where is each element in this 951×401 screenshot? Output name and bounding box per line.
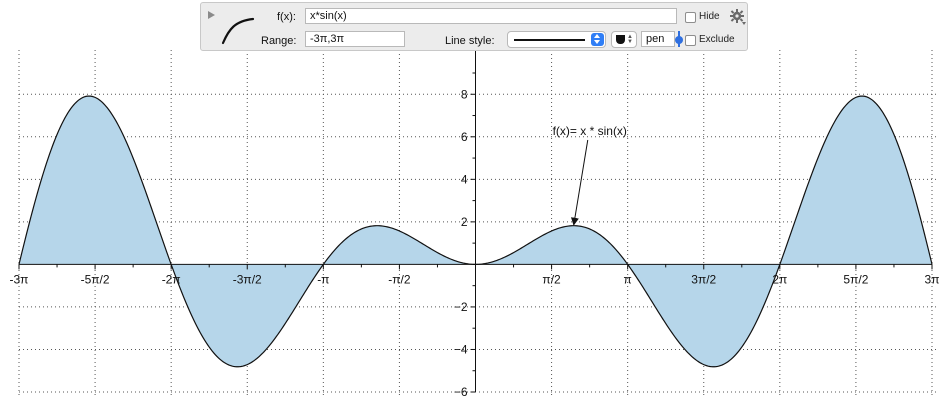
line-style-select[interactable] [507, 31, 606, 48]
annotation-label: f(x)= x * sin(x) [553, 124, 627, 138]
x-tick-label: π/2 [542, 272, 561, 286]
grid [18, 50, 937, 396]
area-fill [19, 96, 932, 367]
y-tick-label: −4 [454, 342, 468, 356]
x-tick-label: -3π/2 [233, 272, 262, 286]
y-tick-label: −6 [454, 385, 468, 399]
x-tick-label: 5π/2 [843, 272, 868, 286]
x-tick-label: -π [317, 272, 329, 286]
pen-width-slider[interactable] [675, 31, 683, 47]
y-tick-label: 2 [461, 215, 468, 229]
function-label: f(x): [277, 11, 296, 23]
annotation-arrow [570, 139, 589, 226]
gear-icon[interactable] [729, 8, 747, 26]
x-tick-label: -2π [162, 272, 181, 286]
hide-checkbox[interactable] [685, 12, 696, 23]
y-tick-label: 6 [461, 130, 468, 144]
popup-arrows-icon: ▲ ▼ [627, 34, 633, 45]
x-tick-label: 3π [925, 272, 940, 286]
disclosure-triangle-icon[interactable] [208, 11, 215, 19]
exclude-label: Exclude [699, 34, 735, 45]
function-control-panel: f(x): x*sin(x) Hide Range: -3π,3π Line s… [200, 2, 748, 51]
x-tick-label: π [624, 272, 632, 286]
pen-color-popup[interactable]: ▲ ▼ [611, 31, 637, 48]
curve-icon [221, 17, 255, 45]
slider-knob[interactable] [675, 36, 683, 44]
range-input[interactable]: -3π,3π [305, 31, 405, 47]
range-label: Range: [261, 35, 297, 47]
x-axis-ticks: -3π -5π/2 -2π -3π/2 -π -π/2 π/2 π 3π/2 2π 5π/2 3π [10, 264, 940, 286]
function-curve [18, 95, 933, 368]
y-axis-ticks: −6 −4 −2 2 4 6 8 [454, 72, 476, 399]
select-stepper-icon [591, 33, 604, 46]
pen-color-swatch [616, 35, 625, 44]
x-tick-label: 3π/2 [691, 272, 716, 286]
y-tick-label: 4 [461, 172, 468, 186]
x-tick-label: -3π [10, 272, 29, 286]
y-tick-label: 8 [461, 87, 468, 101]
function-input[interactable]: x*sin(x) [305, 8, 677, 24]
x-tick-label: -π/2 [388, 272, 411, 286]
exclude-checkbox[interactable] [685, 35, 696, 46]
line-style-label: Line style: [445, 35, 495, 47]
x-tick-label: -5π/2 [81, 272, 110, 286]
pen-input[interactable]: pen [641, 31, 675, 47]
hide-label: Hide [699, 11, 720, 22]
line-style-preview [514, 39, 585, 41]
y-tick-label: −2 [454, 300, 468, 314]
